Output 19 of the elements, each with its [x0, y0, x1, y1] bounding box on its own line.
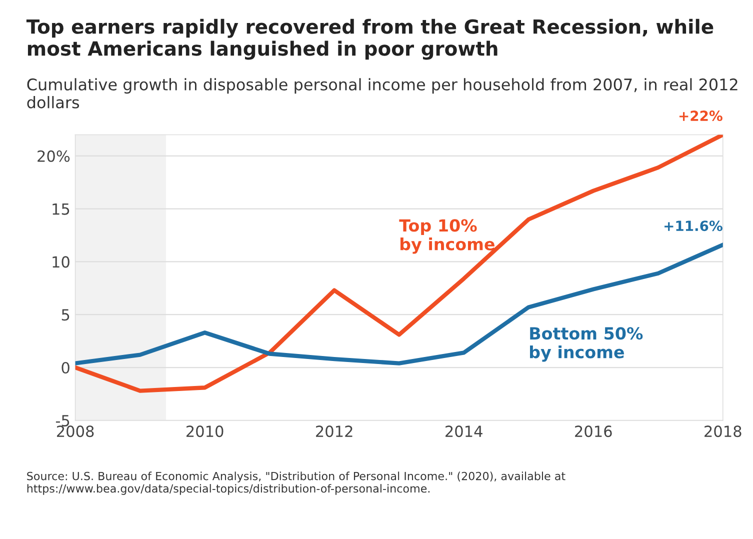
x-tick-label: 2012: [316, 426, 352, 438]
series-label: Bottom 50% by income: [530, 327, 643, 362]
x-tick-label: 2008: [56, 426, 94, 438]
x-tick-label: 2014: [446, 426, 482, 438]
y-tick-label: 15: [52, 203, 70, 215]
x-tick-label: 2010: [186, 426, 224, 438]
source-note: Source: U.S. Bureau of Economic Analysis, "Distribution of Personal Income." (2020), available at https://www.bea.gov/data/special-topics/distribution-of-personal-income.: [27, 472, 566, 495]
x-tick-label: 2016: [575, 426, 612, 438]
y-tick-label: 0: [62, 362, 70, 374]
chart-subtitle: Cumulative growth in disposable personal income per household from 2007, in real 2012 dollars: [27, 78, 738, 108]
y-tick-label: 10: [52, 256, 70, 268]
series-label: Top 10% by income: [399, 219, 494, 254]
data-label: +11.6%: [664, 220, 722, 232]
data-label: +22%: [679, 110, 722, 122]
chart-title: Top earners rapidly recovered from the Great Recession, while most Americans languished in poor growth: [26, 18, 714, 60]
x-tick-label: 2018: [704, 426, 742, 438]
y-tick-label: 20%: [38, 150, 70, 162]
y-tick-label: 5: [62, 309, 70, 321]
y-tick-label: -5: [56, 415, 70, 426]
